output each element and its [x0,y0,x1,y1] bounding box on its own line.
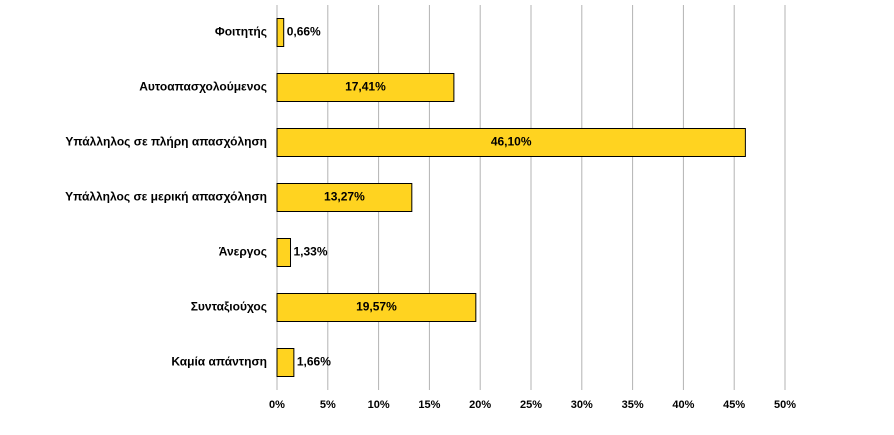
value-label: 17,41% [345,80,386,94]
x-tick-label: 45% [723,399,745,411]
x-tick-label: 35% [622,399,644,411]
x-tick-label: 25% [520,399,542,411]
bar [276,183,413,212]
value-label: 0,66% [287,25,321,39]
y-tick-label: Υπάλληλος σε πλήρη απασχόληση [65,135,267,149]
x-tick-label: 15% [418,399,440,411]
bar [276,348,295,377]
y-tick-label: Αυτοαπασχολούμενος [139,80,267,94]
y-tick-label: Φοιτητής [215,25,267,39]
y-tick-label: Υπάλληλος σε μερική απασχόληση [65,190,267,204]
y-tick-label: Άνεργος [219,245,267,259]
bar [276,293,477,322]
x-tick-label: 50% [774,399,796,411]
x-tick-label: 5% [320,399,336,411]
bar [276,73,455,102]
bar [276,128,746,157]
x-tick-label: 30% [571,399,593,411]
x-tick-label: 20% [469,399,491,411]
x-tick-label: 40% [672,399,694,411]
value-label: 1,66% [297,355,331,369]
x-tick-label: 10% [368,399,390,411]
bar [276,238,292,267]
y-tick-label: Συνταξιούχος [191,300,267,314]
x-tick-label: 0% [269,399,285,411]
bar [276,18,285,47]
value-label: 13,27% [324,190,365,204]
value-label: 1,33% [294,245,328,259]
y-tick-label: Καμία απάντηση [171,355,267,369]
value-label: 46,10% [491,135,532,149]
value-label: 19,57% [356,300,397,314]
